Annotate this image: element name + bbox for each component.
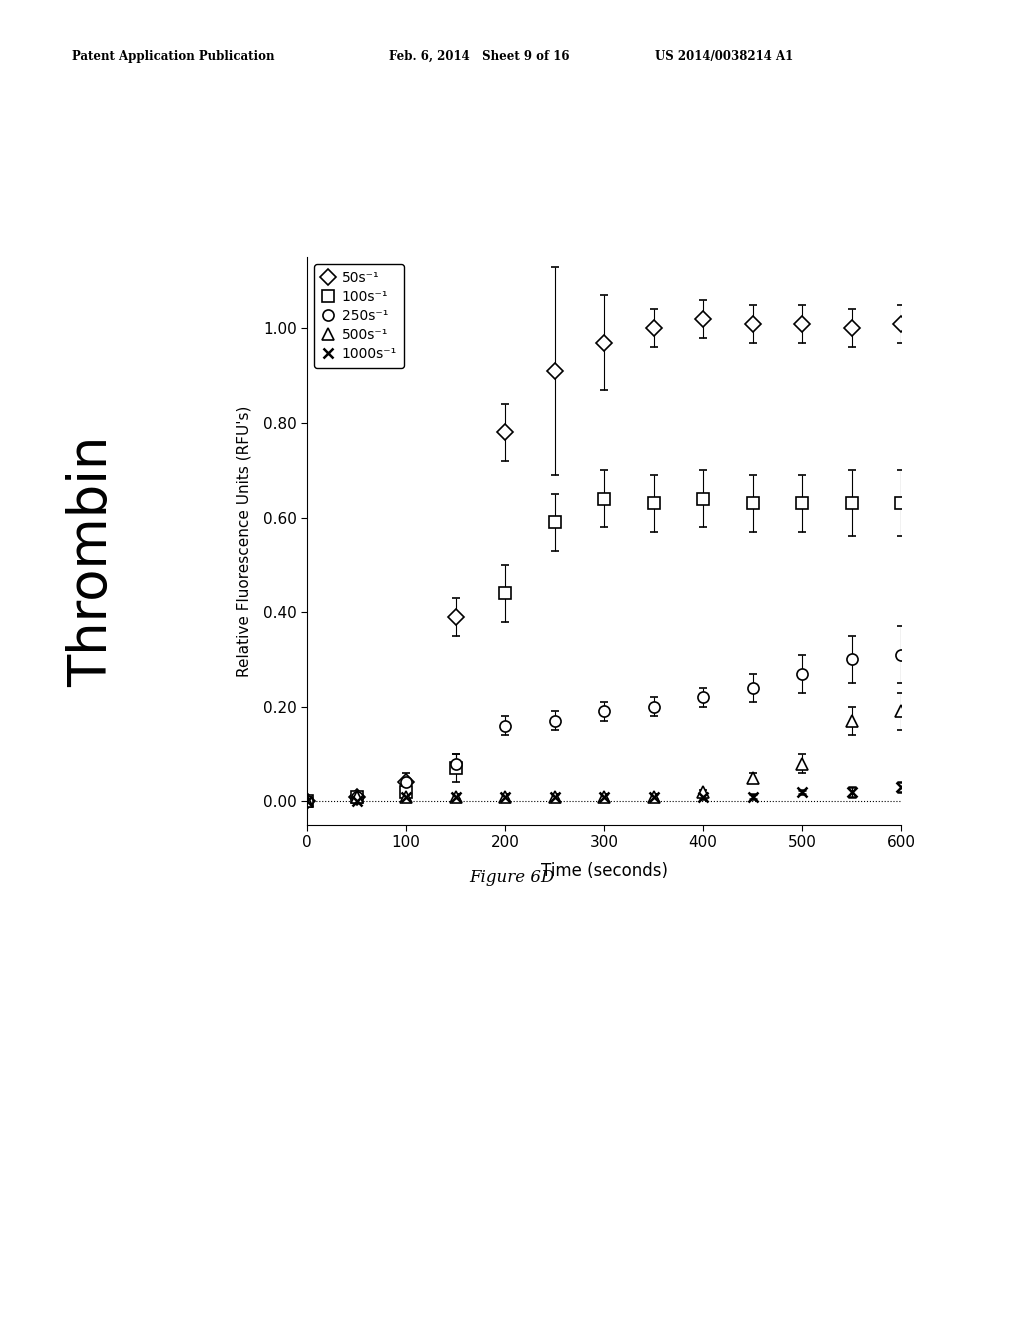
Text: Patent Application Publication: Patent Application Publication [72, 50, 274, 63]
Text: Figure 6D: Figure 6D [469, 870, 555, 886]
Text: Feb. 6, 2014   Sheet 9 of 16: Feb. 6, 2014 Sheet 9 of 16 [389, 50, 569, 63]
X-axis label: Time (seconds): Time (seconds) [541, 862, 668, 879]
Y-axis label: Relative Fluorescence Units (RFU's): Relative Fluorescence Units (RFU's) [237, 405, 252, 677]
Text: US 2014/0038214 A1: US 2014/0038214 A1 [655, 50, 794, 63]
Legend: 50s⁻¹, 100s⁻¹, 250s⁻¹, 500s⁻¹, 1000s⁻¹: 50s⁻¹, 100s⁻¹, 250s⁻¹, 500s⁻¹, 1000s⁻¹ [314, 264, 404, 368]
Text: Thrombin: Thrombin [67, 436, 118, 686]
